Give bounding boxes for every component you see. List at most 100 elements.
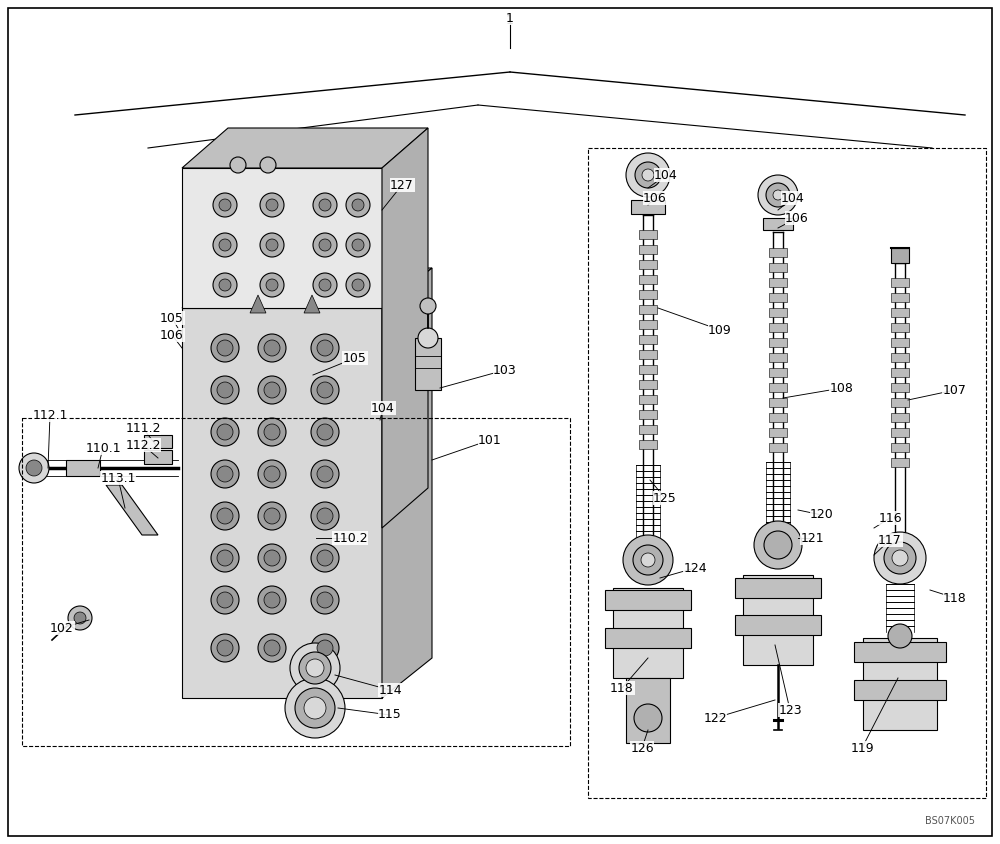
Circle shape (264, 424, 280, 440)
Circle shape (217, 592, 233, 608)
Bar (891, 428, 909, 437)
Circle shape (219, 279, 231, 291)
Circle shape (211, 460, 239, 488)
Circle shape (260, 193, 284, 217)
Bar (639, 275, 657, 284)
Circle shape (217, 340, 233, 356)
Circle shape (888, 624, 912, 648)
Circle shape (258, 418, 286, 446)
Polygon shape (304, 295, 320, 313)
Circle shape (260, 233, 284, 257)
Bar (769, 278, 787, 287)
Bar (769, 398, 787, 407)
Bar (144, 450, 172, 464)
Circle shape (764, 531, 792, 559)
Circle shape (211, 334, 239, 362)
Text: 1: 1 (506, 12, 514, 24)
Circle shape (217, 550, 233, 566)
Bar (891, 458, 909, 467)
Bar (769, 368, 787, 377)
Text: 101: 101 (478, 434, 502, 446)
Circle shape (217, 640, 233, 656)
Circle shape (264, 466, 280, 482)
Text: 104: 104 (654, 169, 678, 181)
Circle shape (260, 273, 284, 297)
Circle shape (317, 508, 333, 524)
Bar (891, 413, 909, 422)
Text: 119: 119 (850, 742, 874, 755)
Bar (769, 248, 787, 257)
Text: 107: 107 (943, 383, 967, 397)
Circle shape (258, 334, 286, 362)
Bar (639, 305, 657, 314)
Bar (639, 365, 657, 374)
Circle shape (317, 340, 333, 356)
Bar (639, 440, 657, 449)
Circle shape (68, 606, 92, 630)
Text: 103: 103 (493, 364, 517, 376)
Text: 104: 104 (781, 192, 805, 204)
Circle shape (754, 521, 802, 569)
Polygon shape (182, 168, 382, 308)
Circle shape (264, 340, 280, 356)
Circle shape (306, 659, 324, 677)
Circle shape (420, 298, 436, 314)
Bar (769, 263, 787, 272)
Bar (66, 460, 100, 476)
Circle shape (418, 328, 438, 348)
Bar (769, 428, 787, 437)
Bar (891, 353, 909, 362)
Bar (854, 642, 946, 662)
Bar (891, 338, 909, 347)
Circle shape (211, 544, 239, 572)
Polygon shape (382, 128, 428, 528)
Circle shape (884, 542, 916, 574)
Text: 117: 117 (878, 533, 902, 547)
Circle shape (219, 199, 231, 211)
Text: 127: 127 (390, 178, 414, 192)
Bar (863, 638, 937, 730)
Circle shape (317, 592, 333, 608)
Text: 110.2: 110.2 (332, 532, 368, 544)
Circle shape (304, 697, 326, 719)
Circle shape (313, 273, 337, 297)
Circle shape (258, 460, 286, 488)
Circle shape (311, 502, 339, 530)
Bar (631, 200, 665, 214)
Circle shape (266, 239, 278, 251)
Bar (769, 443, 787, 452)
Circle shape (352, 199, 364, 211)
Circle shape (346, 193, 370, 217)
Circle shape (311, 460, 339, 488)
Circle shape (217, 466, 233, 482)
Circle shape (258, 502, 286, 530)
Bar (639, 380, 657, 389)
Bar (639, 290, 657, 299)
Circle shape (641, 553, 655, 567)
Circle shape (258, 634, 286, 662)
Circle shape (319, 279, 331, 291)
Circle shape (317, 550, 333, 566)
Circle shape (264, 550, 280, 566)
Circle shape (623, 535, 673, 585)
Bar (22, 418, 570, 746)
Circle shape (258, 544, 286, 572)
Bar (639, 260, 657, 269)
Bar (144, 435, 172, 448)
Circle shape (346, 273, 370, 297)
Circle shape (317, 382, 333, 398)
Bar (605, 628, 691, 648)
Bar (854, 680, 946, 700)
Circle shape (642, 169, 654, 181)
Circle shape (626, 153, 670, 197)
Bar (639, 335, 657, 344)
Circle shape (319, 239, 331, 251)
Text: 118: 118 (943, 592, 967, 604)
Circle shape (319, 199, 331, 211)
Text: 118: 118 (610, 681, 634, 695)
Text: 126: 126 (630, 742, 654, 755)
Text: 104: 104 (371, 402, 395, 414)
Circle shape (313, 193, 337, 217)
Text: 102: 102 (50, 621, 74, 635)
Circle shape (217, 508, 233, 524)
